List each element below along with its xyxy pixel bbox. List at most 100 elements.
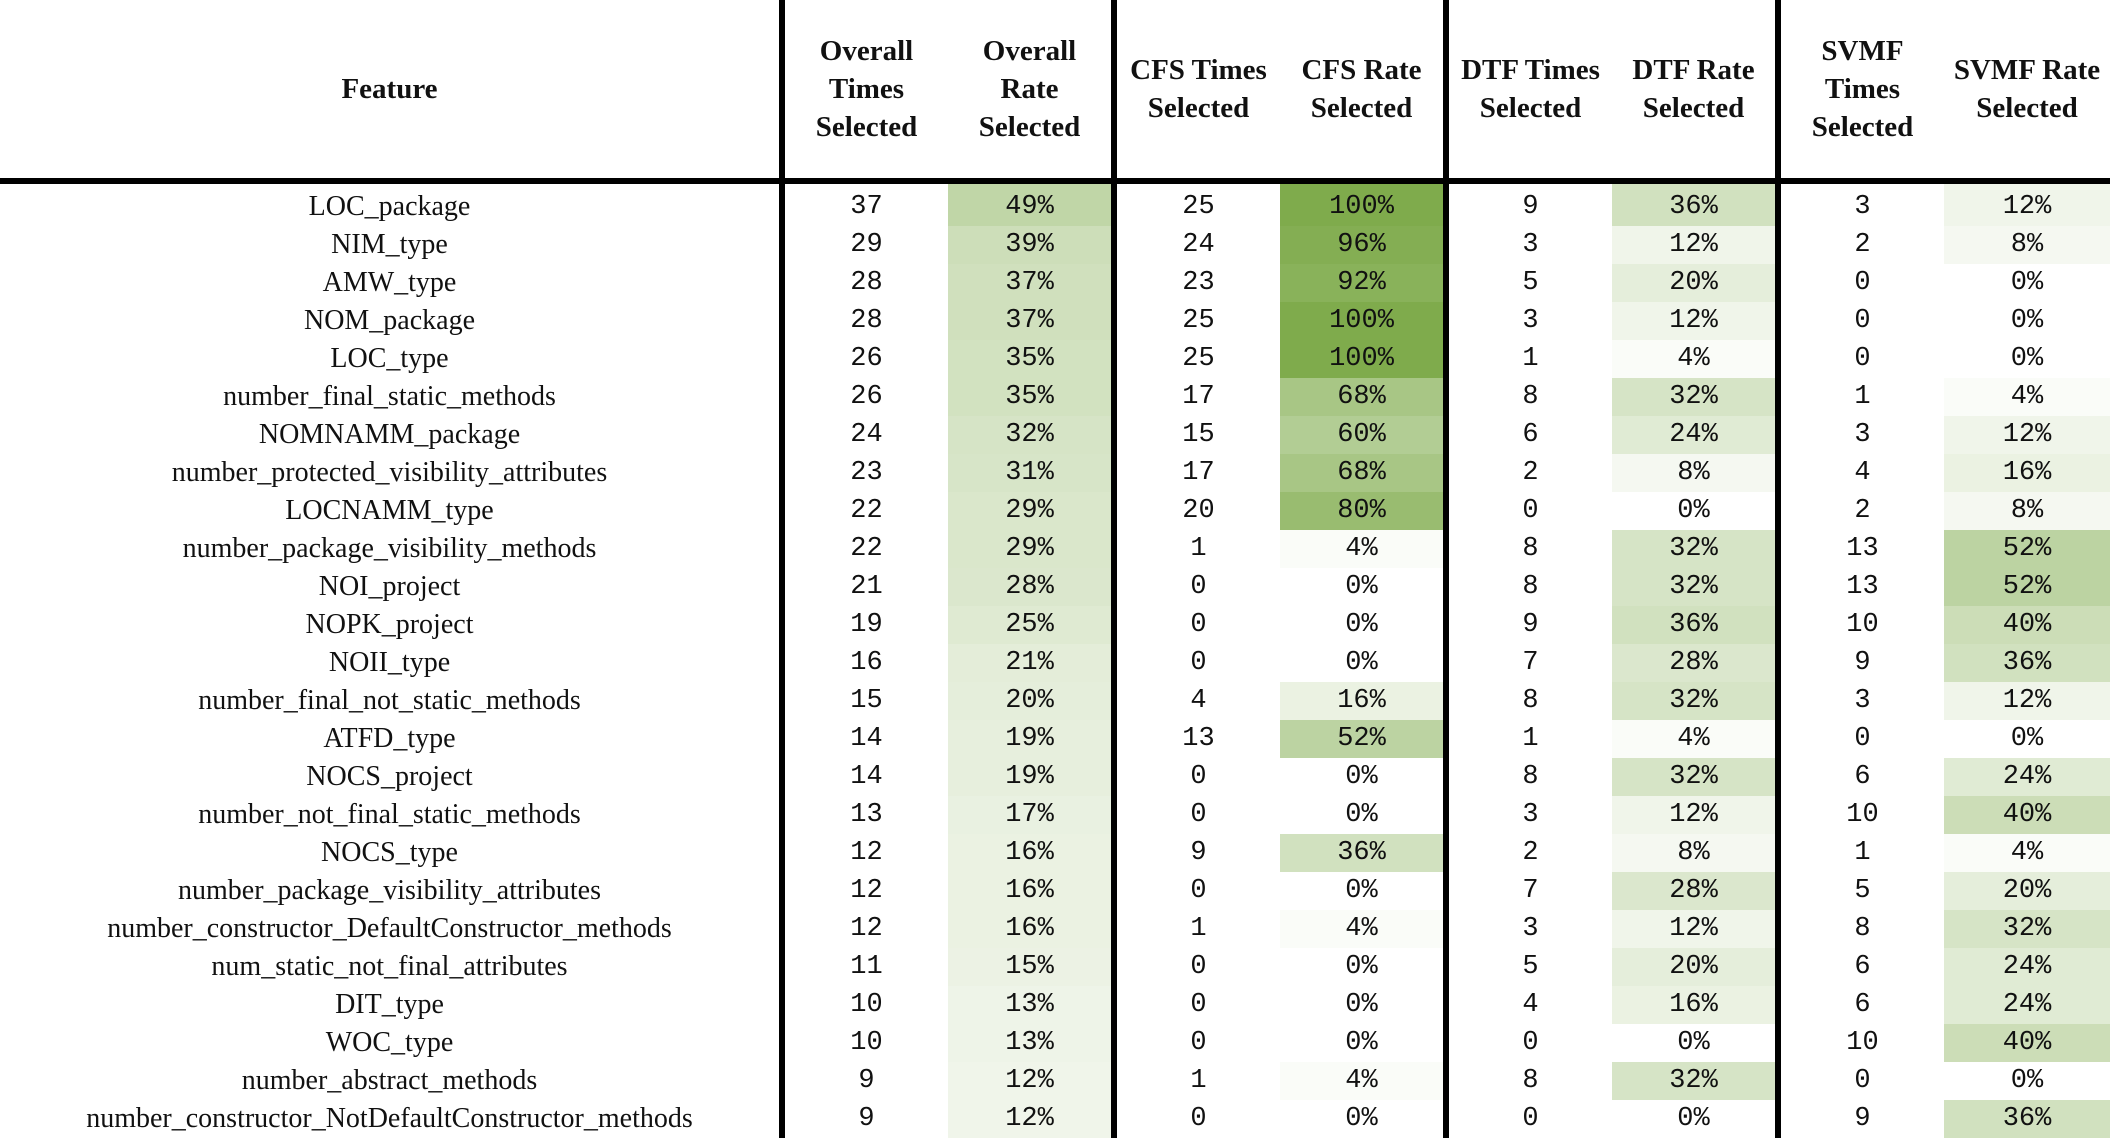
- cfs-times-cell: 0: [1111, 568, 1280, 606]
- header-cfs-rate: CFS Rate Selected: [1280, 0, 1446, 184]
- feature-cell: number_constructor_DefaultConstructor_me…: [107, 913, 672, 944]
- cfs-rate-cell: 0%: [1345, 1028, 1378, 1058]
- svmf-rate-cell: 4%: [1944, 834, 2110, 872]
- dtf-rate-cell: 8%: [1612, 454, 1778, 492]
- cfs-rate-cell: 0%: [1345, 990, 1378, 1020]
- overall-rate-cell: 19%: [948, 758, 1114, 796]
- feature-cell: NOI_project: [318, 571, 461, 602]
- dtf-rate-cell: 32%: [1612, 682, 1778, 720]
- overall-times-cell: 16: [779, 644, 948, 682]
- dtf-times-cell: 5: [1443, 948, 1612, 986]
- dtf-rate-cell: 0%: [1677, 496, 1710, 526]
- svmf-rate-cell: 16%: [1944, 454, 2110, 492]
- cfs-rate-cell: 68%: [1280, 378, 1446, 416]
- svmf-times-cell: 2: [1775, 226, 1944, 264]
- table-row: num_static_not_final_attributes 11 15% 0 0% 5…: [0, 948, 2110, 986]
- dtf-rate-cell: 32%: [1612, 530, 1778, 568]
- feature-cell: NOM_package: [303, 305, 476, 336]
- overall-times-cell: 19: [779, 606, 948, 644]
- svmf-times-cell: 0: [1775, 340, 1944, 378]
- dtf-times-cell: 1: [1443, 340, 1612, 378]
- dtf-times-cell: 3: [1443, 302, 1612, 340]
- table-row: NOPK_project 19 25% 0 0% 9 36% 10 40%: [0, 606, 2110, 644]
- feature-cell: ATFD_type: [323, 723, 456, 754]
- svmf-times-cell: 4: [1775, 454, 1944, 492]
- overall-times-cell: 22: [779, 530, 948, 568]
- feature-cell: num_static_not_final_attributes: [211, 951, 568, 982]
- dtf-rate-cell: 32%: [1612, 378, 1778, 416]
- svmf-times-cell: 5: [1775, 872, 1944, 910]
- overall-times-cell: 13: [779, 796, 948, 834]
- dtf-rate-cell: 12%: [1612, 796, 1778, 834]
- dtf-rate-cell: 20%: [1612, 264, 1778, 302]
- overall-times-cell: 15: [779, 682, 948, 720]
- dtf-times-cell: 0: [1443, 1024, 1612, 1062]
- overall-times-cell: 9: [779, 1062, 948, 1100]
- dtf-rate-cell: 0%: [1677, 1028, 1710, 1058]
- table-row: NIM_type 29 39% 24 96% 3 12% 2 8%: [0, 226, 2110, 264]
- overall-rate-cell: 49%: [948, 181, 1114, 226]
- overall-rate-cell: 13%: [948, 1024, 1114, 1062]
- feature-cell: NOCS_type: [321, 837, 458, 868]
- cfs-rate-cell: 100%: [1280, 181, 1446, 226]
- header-feature: Feature: [0, 0, 782, 184]
- cfs-rate-cell: 0%: [1345, 1104, 1378, 1134]
- svmf-rate-cell: 52%: [1944, 568, 2110, 606]
- overall-rate-cell: 35%: [948, 340, 1114, 378]
- svmf-times-cell: 13: [1775, 530, 1944, 568]
- cfs-rate-cell: 100%: [1280, 340, 1446, 378]
- cfs-times-cell: 17: [1111, 378, 1280, 416]
- svmf-times-cell: 6: [1775, 758, 1944, 796]
- svmf-times-cell: 6: [1775, 948, 1944, 986]
- overall-rate-cell: 31%: [948, 454, 1114, 492]
- cfs-rate-cell: 16%: [1280, 682, 1446, 720]
- cfs-times-cell: 20: [1111, 492, 1280, 530]
- svmf-times-cell: 8: [1775, 910, 1944, 948]
- dtf-times-cell: 7: [1443, 644, 1612, 682]
- svmf-rate-cell: 52%: [1944, 530, 2110, 568]
- table-row: NOCS_project 14 19% 0 0% 8 32% 6 24%: [0, 758, 2110, 796]
- overall-rate-cell: 28%: [948, 568, 1114, 606]
- overall-times-cell: 26: [779, 340, 948, 378]
- table-row: ATFD_type 14 19% 13 52% 1 4% 0 0%: [0, 720, 2110, 758]
- svmf-times-cell: 0: [1775, 264, 1944, 302]
- dtf-rate-cell: 0%: [1677, 1104, 1710, 1134]
- overall-times-cell: 37: [779, 181, 948, 226]
- dtf-times-cell: 7: [1443, 872, 1612, 910]
- overall-rate-cell: 16%: [948, 872, 1114, 910]
- cfs-rate-cell: 96%: [1280, 226, 1446, 264]
- overall-rate-cell: 15%: [948, 948, 1114, 986]
- dtf-times-cell: 8: [1443, 682, 1612, 720]
- svmf-times-cell: 2: [1775, 492, 1944, 530]
- overall-times-cell: 10: [779, 1024, 948, 1062]
- cfs-rate-cell: 0%: [1345, 762, 1378, 792]
- feature-cell: number_constructor_NotDefaultConstructor…: [86, 1103, 693, 1134]
- cfs-rate-cell: 80%: [1280, 492, 1446, 530]
- overall-rate-cell: 12%: [948, 1100, 1114, 1138]
- overall-rate-cell: 12%: [948, 1062, 1114, 1100]
- cfs-rate-cell: 36%: [1280, 834, 1446, 872]
- cfs-times-cell: 9: [1111, 834, 1280, 872]
- svmf-rate-cell: 4%: [1944, 378, 2110, 416]
- overall-rate-cell: 29%: [948, 492, 1114, 530]
- table-row: AMW_type 28 37% 23 92% 5 20% 0 0%: [0, 264, 2110, 302]
- cfs-times-cell: 0: [1111, 948, 1280, 986]
- cfs-rate-cell: 4%: [1280, 910, 1446, 948]
- feature-cell: number_package_visibility_attributes: [177, 875, 601, 906]
- table-row: NOM_package 28 37% 25 100% 3 12% 0 0%: [0, 302, 2110, 340]
- cfs-times-cell: 1: [1111, 1062, 1280, 1100]
- cfs-rate-cell: 92%: [1280, 264, 1446, 302]
- feature-cell: number_final_static_methods: [223, 381, 556, 412]
- feature-cell: number_package_visibility_methods: [182, 533, 597, 564]
- overall-rate-cell: 16%: [948, 910, 1114, 948]
- feature-cell: AMW_type: [322, 267, 457, 298]
- overall-rate-cell: 20%: [948, 682, 1114, 720]
- overall-rate-cell: 29%: [948, 530, 1114, 568]
- dtf-rate-cell: 36%: [1612, 606, 1778, 644]
- svmf-times-cell: 10: [1775, 606, 1944, 644]
- svmf-times-cell: 9: [1775, 644, 1944, 682]
- svmf-rate-cell: 12%: [1944, 181, 2110, 226]
- cfs-times-cell: 15: [1111, 416, 1280, 454]
- svmf-rate-cell: 24%: [1944, 986, 2110, 1024]
- svmf-times-cell: 0: [1775, 720, 1944, 758]
